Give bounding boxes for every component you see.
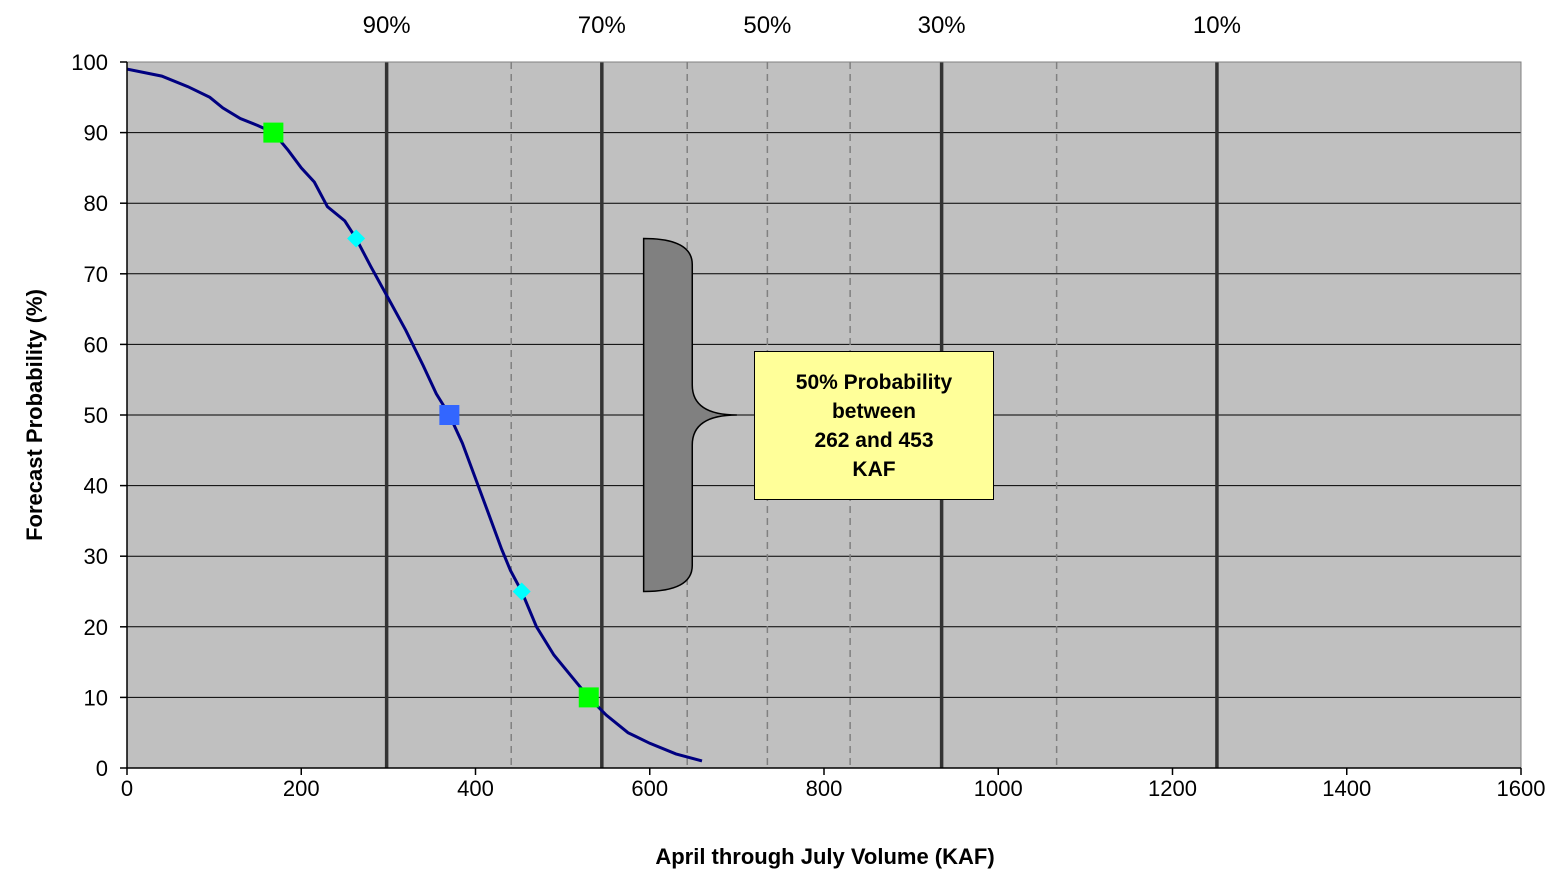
x-tick-label: 1200 (1148, 776, 1197, 801)
y-tick-label: 20 (84, 615, 108, 640)
x-tick-labels: 0 200 400 600 800 1000 1200 1400 1600 (121, 776, 1546, 801)
probability-label: 10% (1193, 12, 1241, 39)
y-tick-label: 70 (84, 262, 108, 287)
x-tick-label: 0 (121, 776, 133, 801)
y-tick-label: 100 (71, 50, 108, 75)
probability-label: 90% (363, 12, 411, 39)
annotation-line: 50% Probability (795, 370, 953, 394)
x-tick-label: 1600 (1497, 776, 1546, 801)
annotation-callout: 50% Probability between 262 and 453 KAF (754, 351, 994, 500)
x-axis-title: April through July Volume (KAF) (655, 844, 994, 869)
brace-shape (642, 237, 737, 593)
annotation-line: 262 and 453 (814, 428, 934, 452)
annotation-line: KAF (852, 457, 896, 481)
y-tick-label: 10 (84, 685, 108, 710)
x-tick-label: 1000 (974, 776, 1023, 801)
probability-labels: 90% 70% 50% 30% 10% (363, 12, 1241, 39)
diamond-marker (512, 582, 531, 601)
x-tick-label: 600 (631, 776, 668, 801)
axes (120, 61, 1522, 775)
x-tick-label: 400 (457, 776, 494, 801)
probability-label: 50% (743, 12, 791, 39)
x-tick-label: 800 (806, 776, 843, 801)
probability-label: 30% (918, 12, 966, 39)
y-tick-label: 80 (84, 191, 108, 216)
probability-curve (126, 67, 703, 763)
square-marker (263, 122, 284, 143)
square-marker (439, 405, 460, 425)
brace (642, 237, 737, 593)
y-tick-label: 30 (84, 544, 108, 569)
annotation-line: between (831, 399, 916, 423)
y-tick-label: 50 (84, 403, 108, 428)
y-tick-label: 90 (84, 121, 108, 146)
x-tick-label: 200 (283, 776, 320, 801)
y-axis-title: Forecast Probability (%) (22, 289, 47, 541)
probability-label: 70% (578, 12, 626, 39)
y-tick-label: 60 (84, 332, 108, 357)
x-tick-label: 1400 (1322, 776, 1371, 801)
y-tick-label: 40 (84, 474, 108, 499)
square-marker (578, 687, 599, 708)
y-tick-label: 0 (96, 756, 108, 781)
y-tick-labels: 0 10 20 30 40 50 60 70 80 90 100 (71, 50, 108, 781)
markers (263, 122, 599, 708)
diamond-marker (347, 229, 366, 248)
